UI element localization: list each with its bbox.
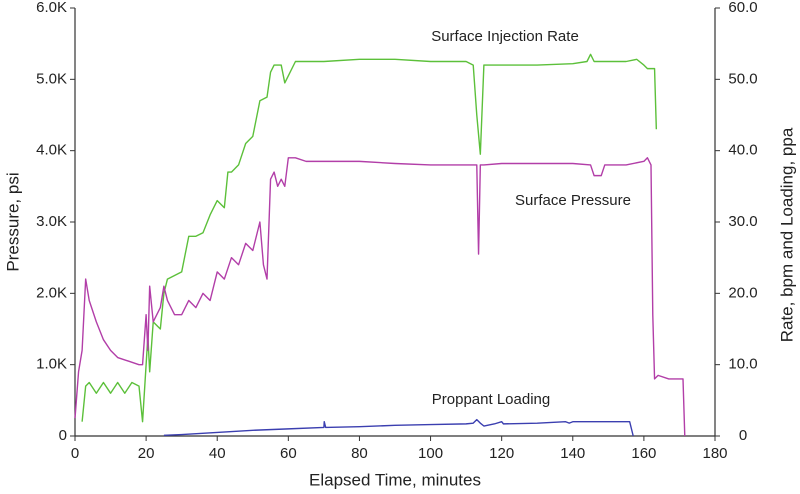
x-tick-label: 20 (138, 445, 155, 462)
x-tick-label: 100 (418, 445, 443, 462)
y2-tick-label: 40.0 (728, 142, 757, 159)
y-tick-label: 6.0K (36, 0, 67, 16)
series-label: Proppant Loading (432, 391, 550, 408)
y-tick-label: 4.0K (36, 142, 67, 159)
series-label: Surface Pressure (515, 192, 631, 209)
y2-tick-label: 20.0 (728, 284, 757, 301)
series-line (163, 418, 634, 437)
x-tick-label: 40 (209, 445, 226, 462)
y-tick-label: 2.0K (36, 284, 67, 301)
y2-tick-label: 10.0 (728, 356, 757, 373)
y-tick-label: 5.0K (36, 70, 67, 87)
y-tick-label: 0 (59, 427, 67, 444)
y2-tick-label: 30.0 (728, 213, 757, 230)
y-tick-label: 3.0K (36, 213, 67, 230)
x-tick-label: 180 (702, 445, 727, 462)
x-tick-label: 60 (280, 445, 297, 462)
series-line (74, 157, 686, 437)
x-axis-label: Elapsed Time, minutes (309, 470, 481, 489)
x-tick-label: 140 (560, 445, 585, 462)
y-axis-label: Pressure, psi (3, 172, 22, 271)
y2-axis-label: Rate, bpm and Loading, ppa (777, 127, 796, 342)
y-tick-label: 1.0K (36, 356, 67, 373)
y2-tick-label: 0 (739, 427, 747, 444)
series-label: Surface Injection Rate (431, 28, 579, 45)
series-line (81, 53, 658, 423)
x-tick-label: 160 (631, 445, 656, 462)
y2-tick-label: 50.0 (728, 70, 757, 87)
y2-tick-label: 60.0 (728, 0, 757, 16)
x-tick-label: 80 (351, 445, 368, 462)
x-tick-label: 0 (71, 445, 79, 462)
x-tick-label: 120 (489, 445, 514, 462)
